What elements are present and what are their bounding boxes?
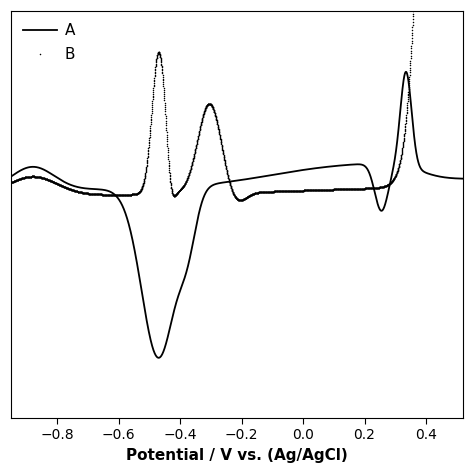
- B: [201, 110, 207, 116]
- X-axis label: Potential / V vs. (Ag/AgCl): Potential / V vs. (Ag/AgCl): [126, 448, 348, 463]
- Line: A: A: [11, 72, 463, 358]
- Legend: A, B: A, B: [19, 19, 80, 67]
- A: [60, 178, 65, 184]
- B: [87, 191, 92, 197]
- B: [237, 197, 243, 203]
- B: [8, 180, 14, 185]
- A: [201, 193, 207, 199]
- A: [403, 69, 409, 74]
- A: [8, 173, 14, 179]
- A: [182, 275, 187, 281]
- A: [87, 186, 92, 191]
- A: [460, 176, 466, 182]
- B: [402, 121, 408, 127]
- A: [451, 175, 457, 181]
- Line: B: B: [9, 0, 465, 201]
- A: [402, 69, 408, 75]
- A: [156, 355, 162, 361]
- B: [60, 183, 65, 189]
- B: [182, 182, 187, 187]
